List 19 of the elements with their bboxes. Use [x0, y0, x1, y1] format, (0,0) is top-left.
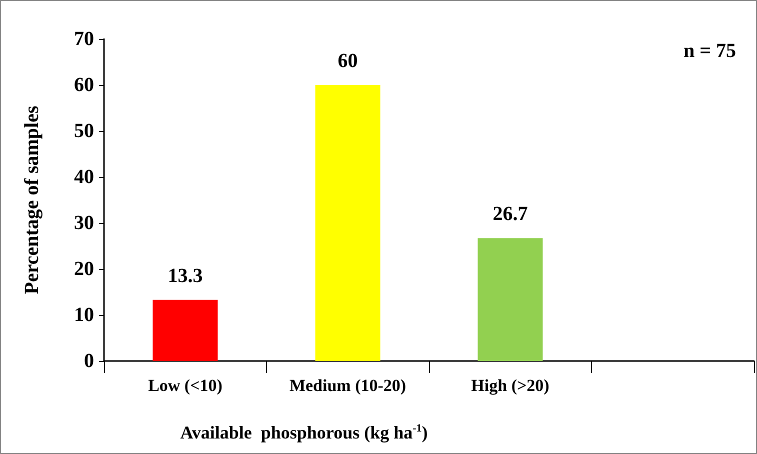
y-tick-label: 50 — [74, 120, 94, 142]
annotation: n = 75 — [683, 40, 736, 62]
data-label: 26.7 — [492, 203, 528, 226]
bar — [478, 238, 543, 361]
x-tick-label: Low (<10) — [148, 376, 222, 395]
y-axis-title: Percentage of samples — [21, 106, 43, 294]
y-tick-label: 10 — [74, 304, 94, 326]
y-tick-label: 0 — [84, 350, 94, 372]
y-tick-label: 40 — [74, 166, 94, 188]
y-tick-label: 60 — [74, 74, 94, 96]
data-label: 13.3 — [168, 264, 203, 287]
y-tick-label: 70 — [74, 28, 94, 50]
y-tick-label: 30 — [74, 212, 94, 234]
bar — [315, 85, 380, 361]
bar — [152, 300, 218, 361]
y-tick-label: 20 — [74, 258, 94, 280]
data-label: 60 — [338, 50, 358, 72]
x-tick-label: Medium (10-20) — [289, 376, 406, 395]
x-tick-label: High (>20) — [471, 376, 550, 395]
